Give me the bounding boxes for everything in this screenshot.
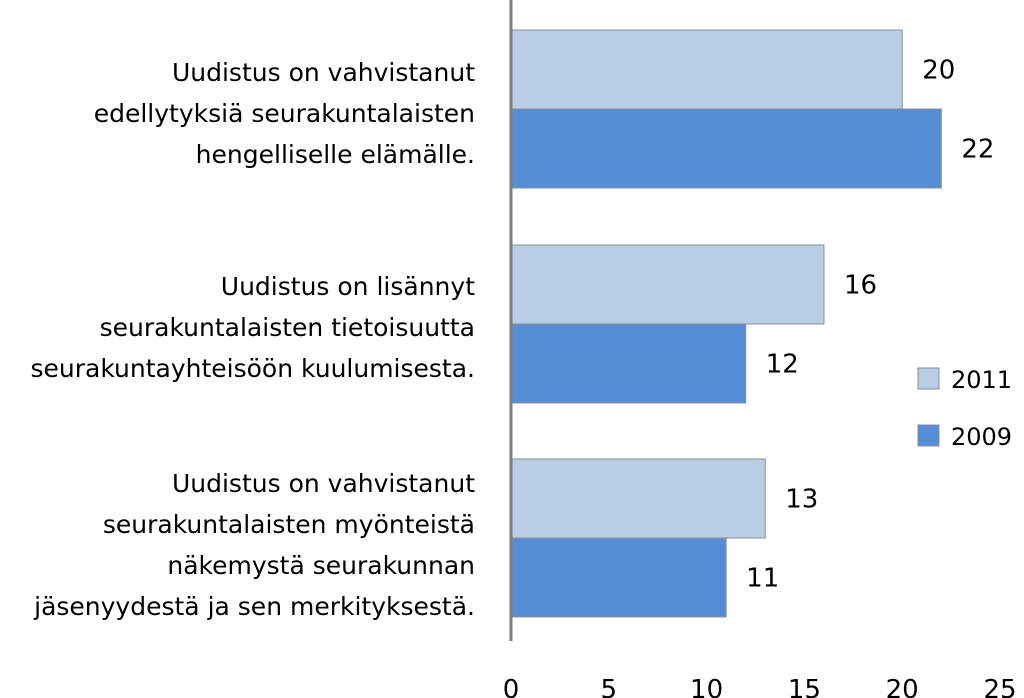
x-tick-label-10: 10: [690, 675, 723, 698]
legend-swatch-2011: [917, 367, 940, 390]
value-label-2011-2: 16: [844, 271, 877, 301]
value-labels: 20 22 16 12 13 11: [746, 56, 994, 594]
value-label-2011-1: 20: [922, 56, 955, 86]
legend-label-2009: 2009: [951, 423, 1012, 451]
x-tick-label-0: 0: [503, 675, 520, 698]
x-tick-label-20: 20: [886, 675, 919, 698]
category-label-line: jäsenyydestä ja sen merkityksestä.: [33, 592, 475, 621]
x-axis-ticks: 0 5 10 15 20 25: [503, 675, 1017, 698]
category-label-line: seurakuntalaisten myönteistä: [103, 510, 475, 539]
category-label-line: seurakuntayhteisöön kuulumisesta.: [30, 354, 475, 383]
bar-2011-2: [510, 244, 825, 325]
x-tick-label-5: 5: [601, 675, 618, 698]
bar-2009-1: [510, 108, 942, 189]
category-label-line: Uudistus on vahvistanut: [172, 58, 475, 87]
category-label-line: edellytyksiä seurakuntalaisten: [94, 99, 475, 128]
value-label-2009-3: 11: [746, 564, 779, 594]
bar-2009-3: [510, 537, 727, 618]
category-label-line: Uudistus on vahvistanut: [172, 469, 475, 498]
legend: 2011 2009: [917, 366, 1012, 451]
category-label-1: Uudistus on vahvistanut edellytyksiä seur…: [94, 58, 475, 169]
category-label-line: näkemystä seurakunnan: [167, 551, 475, 580]
legend-swatch-2009: [917, 424, 940, 447]
category-label-line: Uudistus on lisännyt: [221, 272, 475, 301]
category-label-2: Uudistus on lisännyt seurakuntalaisten ti…: [30, 272, 475, 383]
bars-group: [510, 29, 942, 618]
x-tick-label-15: 15: [788, 675, 821, 698]
legend-label-2011: 2011: [951, 366, 1012, 394]
category-label-3: Uudistus on vahvistanut seurakuntalaisten…: [33, 469, 475, 621]
value-label-2009-1: 22: [961, 135, 994, 165]
value-label-2009-2: 12: [766, 350, 799, 380]
category-labels: Uudistus on vahvistanut edellytyksiä seur…: [30, 58, 475, 621]
value-label-2011-3: 13: [785, 485, 818, 515]
category-label-line: seurakuntalaisten tietoisuutta: [100, 313, 475, 342]
bar-2011-1: [510, 29, 903, 110]
bar-2011-3: [510, 458, 766, 539]
category-label-line: hengelliselle elämälle.: [196, 140, 475, 169]
x-tick-label-25: 25: [983, 675, 1016, 698]
bar-2009-2: [510, 323, 747, 404]
